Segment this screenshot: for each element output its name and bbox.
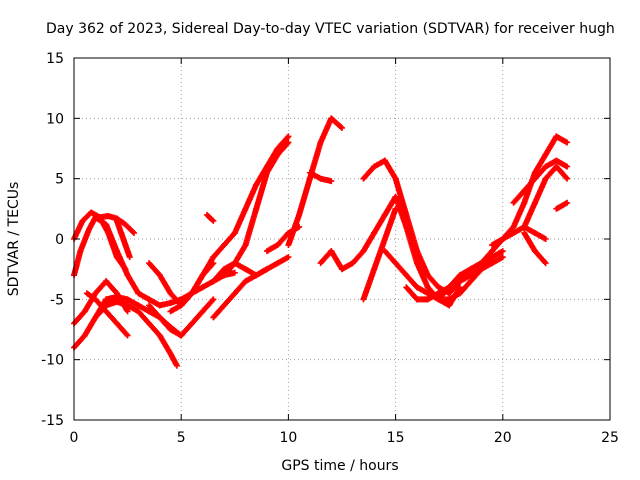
data-point <box>499 254 506 261</box>
y-tick-label: -5 <box>50 292 64 308</box>
data-point <box>499 248 506 255</box>
data-point <box>124 308 131 315</box>
x-tick-label: 20 <box>494 430 512 446</box>
tick-layer: 0 5 10 15 20 25 -15 -10 -5 0 5 10 15 <box>41 51 619 446</box>
data-point <box>284 140 291 147</box>
x-tick-label: 15 <box>387 430 405 446</box>
x-tick-label: 25 <box>601 430 619 446</box>
data-point <box>124 332 131 339</box>
y-tick-label: -15 <box>41 413 64 429</box>
data-point <box>123 331 130 338</box>
data-point <box>285 254 292 261</box>
data-point <box>328 178 335 185</box>
chart-title: Day 362 of 2023, Sidereal Day-to-day VTE… <box>46 21 615 37</box>
data-point <box>126 254 133 261</box>
data-point <box>173 362 180 369</box>
series-sat-y <box>489 223 549 249</box>
data-point <box>564 163 571 170</box>
data-layer <box>71 115 571 369</box>
data-point <box>337 124 344 131</box>
series-sat-n <box>210 260 270 285</box>
y-tick-label: 5 <box>55 172 64 188</box>
y-tick-label: -10 <box>41 353 64 369</box>
y-tick-label: 0 <box>55 232 64 248</box>
series-sat-q <box>285 115 345 249</box>
x-axis-label: GPS time / hours <box>281 458 398 474</box>
data-point <box>129 228 136 235</box>
data-point <box>263 266 270 273</box>
series-sat-ab <box>521 163 571 230</box>
series-sat-h <box>92 298 180 369</box>
series-sat-e <box>71 278 131 327</box>
y-tick-label: 10 <box>46 111 64 127</box>
series-sat-u <box>360 205 399 303</box>
series-sat-aa <box>521 229 549 267</box>
data-point <box>541 259 548 266</box>
data-point <box>542 236 549 242</box>
data-point <box>339 124 345 131</box>
data-point <box>564 139 571 146</box>
series-sat-g <box>83 290 131 339</box>
data-point <box>231 269 238 276</box>
x-tick-label: 5 <box>177 430 186 446</box>
data-point <box>284 134 291 141</box>
data-point <box>209 297 216 304</box>
data-point <box>563 174 570 181</box>
data-point <box>210 296 217 303</box>
series-sat-j <box>146 296 217 339</box>
y-axis-label: SDTVAR / TECUs <box>6 182 22 297</box>
data-point <box>131 229 138 236</box>
series-sat-l <box>203 211 217 224</box>
series-sat-d <box>113 217 133 261</box>
data-point <box>542 260 549 267</box>
data-point <box>210 217 217 224</box>
series-sat-k <box>167 133 292 315</box>
data-point <box>564 199 571 206</box>
series-sat-o <box>221 139 292 279</box>
data-point <box>392 205 399 212</box>
series-sat-z <box>510 157 571 206</box>
data-point <box>285 133 292 140</box>
series-sat-ac <box>553 199 571 212</box>
series-sat-m <box>210 254 292 321</box>
y-tick-label: 15 <box>46 51 64 67</box>
data-point <box>285 139 292 146</box>
series-sat-w <box>403 254 506 303</box>
data-point <box>209 216 216 223</box>
x-tick-label: 10 <box>279 430 297 446</box>
series-sat-r <box>306 169 335 185</box>
data-point <box>564 175 571 182</box>
x-tick-label: 0 <box>70 430 79 446</box>
